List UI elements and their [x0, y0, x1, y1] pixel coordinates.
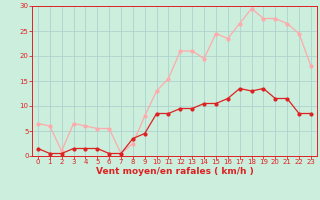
X-axis label: Vent moyen/en rafales ( km/h ): Vent moyen/en rafales ( km/h ) [96, 167, 253, 176]
